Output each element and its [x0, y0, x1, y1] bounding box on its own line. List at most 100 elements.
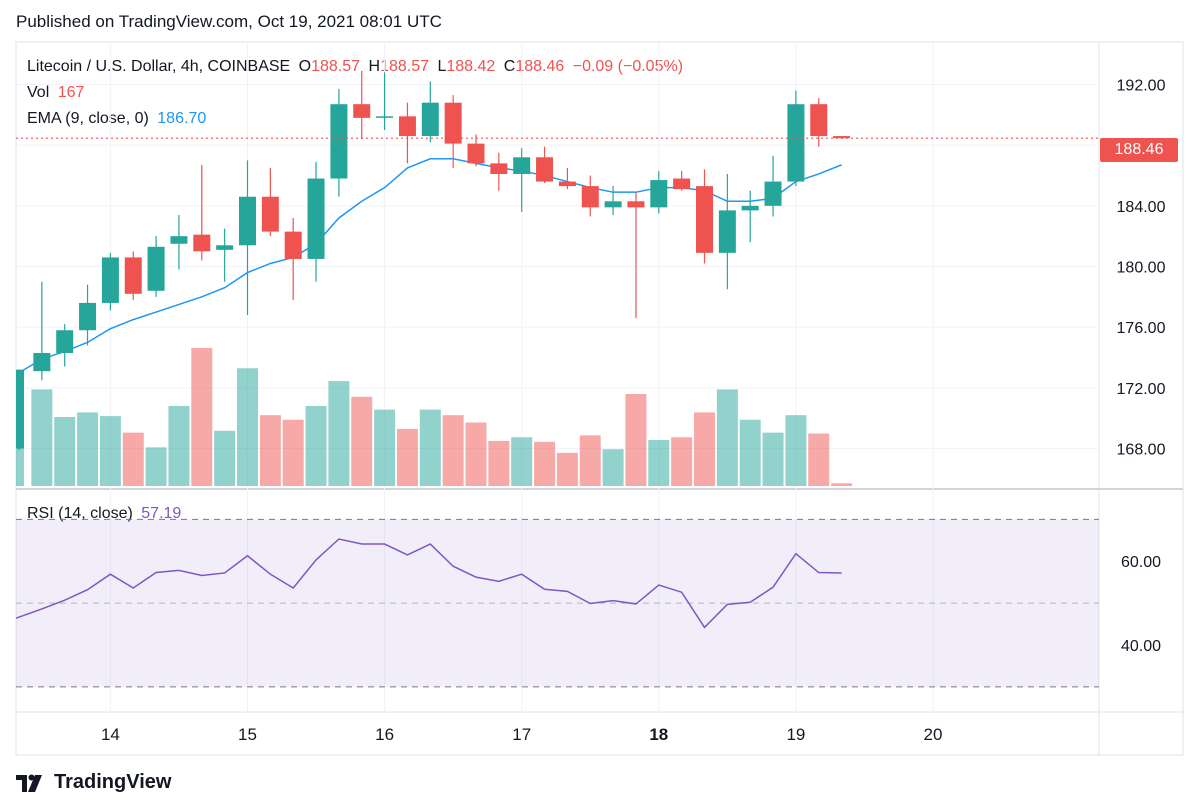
time-tick-label: 15 — [238, 725, 257, 744]
candle-body — [216, 245, 234, 250]
price-tick-label: 172.00 — [1117, 381, 1166, 398]
volume-bar — [305, 405, 327, 486]
price-tick-label: 184.00 — [1117, 199, 1166, 216]
volume-bar — [739, 419, 761, 486]
volume-bar — [762, 432, 784, 486]
volume-bar — [237, 368, 258, 486]
candle-body — [604, 201, 622, 208]
ema-value: 186.70 — [157, 110, 207, 127]
candle-body — [558, 181, 576, 187]
candle — [741, 190, 759, 243]
volume-bar — [442, 415, 464, 486]
candle-body — [101, 257, 119, 303]
candle — [536, 146, 554, 184]
candle — [79, 284, 97, 346]
volume-bar — [831, 483, 853, 486]
volume-label[interactable]: Vol — [27, 84, 50, 101]
time-tick-label: 14 — [101, 725, 120, 744]
ema-line — [18, 158, 842, 374]
candle — [673, 170, 691, 191]
volume-bar — [122, 432, 144, 486]
candle-body — [421, 102, 439, 137]
open-value: 188.57 — [311, 58, 361, 75]
rsi-value: 57.19 — [141, 505, 182, 522]
candle — [261, 167, 279, 237]
candle — [696, 169, 713, 264]
candle — [147, 236, 165, 297]
rsi-label[interactable]: RSI (14, close) — [27, 505, 133, 522]
volume-bar — [328, 381, 350, 486]
volume-bar — [419, 409, 441, 486]
candle-body — [261, 196, 279, 232]
close-label: C — [503, 58, 516, 75]
time-tick-label: 18 — [649, 725, 668, 744]
price-tick-label: 168.00 — [1117, 442, 1166, 459]
candle — [650, 170, 668, 214]
candle — [330, 89, 348, 197]
tradingview-logo-icon — [16, 772, 46, 794]
candle-body — [284, 231, 302, 259]
candle-body — [764, 181, 782, 206]
candle-body — [490, 163, 508, 174]
candle-body — [650, 180, 668, 208]
candle-body — [79, 302, 97, 331]
brand-name: TradingView — [54, 771, 172, 793]
volume-bar — [77, 412, 99, 486]
candle-body — [33, 352, 51, 372]
candle — [124, 251, 142, 300]
volume-bar — [191, 348, 213, 486]
candle — [193, 164, 211, 261]
ema-label[interactable]: EMA (9, close, 0) — [27, 110, 149, 127]
candle-body — [239, 196, 256, 246]
candle-body — [673, 178, 691, 190]
candle — [718, 173, 736, 290]
candle — [764, 155, 782, 217]
open-label: O — [298, 58, 312, 75]
candle — [170, 214, 188, 270]
volume-bar — [716, 389, 738, 486]
volume-bar — [488, 440, 510, 486]
volume-bar — [556, 452, 578, 486]
candle-body — [581, 186, 599, 208]
rsi-line — [15, 538, 842, 629]
candle — [444, 95, 462, 168]
candle — [216, 228, 234, 282]
candle — [467, 134, 485, 167]
time-tick-label: 16 — [375, 725, 394, 744]
volume-bar — [351, 396, 373, 486]
close-value: 188.46 — [515, 58, 565, 75]
volume-bar — [54, 417, 76, 486]
volume-bar — [579, 435, 601, 486]
rsi-tick-label: 40.00 — [1121, 638, 1161, 655]
candle-body — [627, 201, 645, 208]
candle — [307, 161, 325, 282]
candle-body — [330, 104, 348, 179]
candle-body — [536, 157, 554, 182]
volume-bar — [374, 409, 396, 486]
candle-body — [147, 246, 165, 291]
candle-body — [810, 104, 828, 137]
symbol-name[interactable]: Litecoin / U.S. Dollar, 4h, COINBASE — [27, 58, 291, 75]
time-tick-label: 19 — [786, 725, 805, 744]
last-price-label: 188.46 — [1100, 138, 1178, 162]
candle — [101, 252, 119, 311]
symbol-legend: Litecoin / U.S. Dollar, 4h, COINBASE O18… — [27, 57, 687, 77]
candle — [558, 167, 576, 190]
candle — [604, 186, 622, 215]
low-label: L — [437, 58, 447, 75]
candle-body — [513, 157, 531, 174]
candle — [810, 98, 828, 147]
volume-bar — [808, 433, 830, 486]
candle-body — [467, 143, 485, 164]
candle — [787, 90, 805, 187]
published-header: Published on TradingView.com, Oct 19, 20… — [16, 12, 442, 31]
volume-bar — [145, 447, 167, 486]
candle — [239, 160, 256, 316]
tradingview-brand[interactable]: TradingView — [16, 771, 171, 794]
candle — [627, 192, 645, 319]
candle — [398, 102, 416, 164]
candle-body — [787, 104, 805, 182]
volume-bar — [259, 415, 281, 486]
low-value: 188.42 — [446, 58, 496, 75]
